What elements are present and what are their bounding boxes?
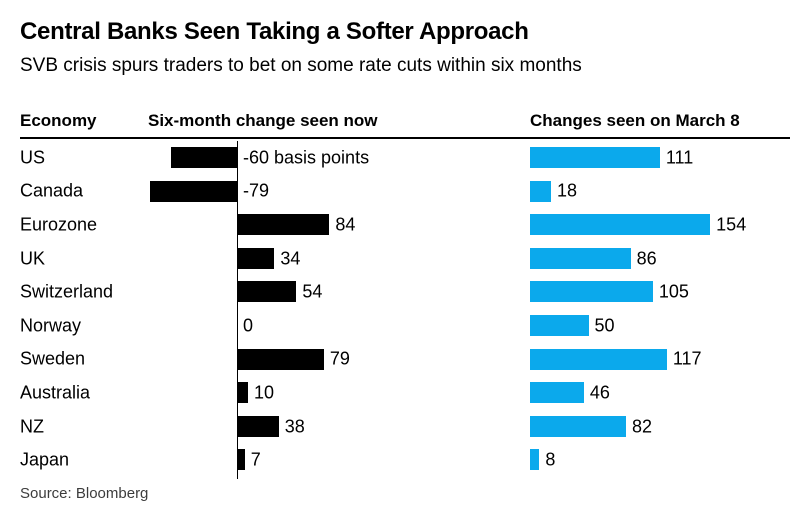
column-header-march-8: Changes seen on March 8 bbox=[530, 111, 740, 130]
bar-march-8-value: 8 bbox=[545, 449, 556, 470]
zero-axis-line bbox=[237, 141, 238, 479]
bar-march-8-value: 154 bbox=[716, 214, 747, 235]
bar-six-month-change-value: 7 bbox=[250, 449, 261, 470]
chart-subtitle: SVB crisis spurs traders to bet on some … bbox=[20, 55, 582, 76]
bar-six-month-change-value: 0 bbox=[243, 315, 254, 336]
economy-label: Norway bbox=[20, 315, 82, 336]
chart-rows: US -60 basis points 111 Canada -79 18 Eurozone… bbox=[0, 141, 810, 477]
bar-six-month-change-value: 38 bbox=[284, 416, 305, 437]
bar-six-month-change bbox=[237, 348, 324, 370]
bar-march-8 bbox=[530, 382, 584, 404]
bar-march-8-value: 82 bbox=[631, 416, 652, 437]
bar-six-month-change-value: -60 basis points bbox=[243, 147, 370, 168]
chart-title: Central Banks Seen Taking a Softer Appro… bbox=[20, 18, 529, 45]
table-row: Sweden 79 117 bbox=[0, 343, 810, 377]
economy-label: US bbox=[20, 147, 46, 168]
economy-label: Canada bbox=[20, 180, 84, 201]
bar-march-8-value: 18 bbox=[557, 180, 578, 201]
source-note: Source: Bloomberg bbox=[20, 485, 149, 502]
table-row: UK 34 86 bbox=[0, 242, 810, 276]
bar-march-8-value: 86 bbox=[636, 248, 657, 269]
bar-march-8 bbox=[530, 415, 626, 437]
table-row: Australia 10 46 bbox=[0, 376, 810, 410]
bar-march-8 bbox=[530, 314, 589, 336]
economy-label: NZ bbox=[20, 416, 44, 437]
bar-march-8 bbox=[530, 214, 711, 236]
bar-six-month-change bbox=[237, 449, 245, 471]
economy-label: Switzerland bbox=[20, 281, 114, 302]
bar-march-8-value: 46 bbox=[589, 382, 610, 403]
bar-six-month-change bbox=[237, 281, 297, 303]
bar-six-month-change-value: -79 bbox=[243, 180, 270, 201]
table-row: Switzerland 54 105 bbox=[0, 275, 810, 309]
table-row: Eurozone 84 154 bbox=[0, 208, 810, 242]
bar-march-8 bbox=[530, 247, 631, 269]
table-row: Norway 0 50 bbox=[0, 309, 810, 343]
bar-six-month-change bbox=[237, 247, 275, 269]
bar-march-8-value: 50 bbox=[594, 315, 615, 336]
bar-march-8 bbox=[530, 147, 660, 168]
economy-label: Sweden bbox=[20, 348, 86, 369]
bar-march-8 bbox=[530, 281, 653, 303]
bar-six-month-change-value: 54 bbox=[302, 281, 323, 302]
economy-label: Australia bbox=[20, 382, 91, 403]
bar-march-8 bbox=[530, 180, 552, 202]
bar-march-8-value: 111 bbox=[665, 147, 694, 168]
bar-six-month-change bbox=[237, 382, 248, 404]
table-row: NZ 38 82 bbox=[0, 410, 810, 444]
bar-march-8 bbox=[530, 348, 667, 370]
bar-six-month-change bbox=[150, 180, 237, 202]
bar-march-8-value: 117 bbox=[672, 348, 702, 369]
bar-march-8-value: 105 bbox=[658, 281, 689, 302]
column-header-six-month-change: Six-month change seen now bbox=[148, 111, 378, 130]
bar-six-month-change bbox=[237, 415, 279, 437]
table-row: US -60 basis points 111 bbox=[0, 141, 810, 175]
economy-label: UK bbox=[20, 248, 46, 269]
economy-label: Eurozone bbox=[20, 214, 98, 235]
bar-six-month-change-value: 79 bbox=[329, 348, 350, 369]
bar-six-month-change-value: 10 bbox=[254, 382, 275, 403]
bar-six-month-change-value: 34 bbox=[280, 248, 301, 269]
table-row: Japan 7 8 bbox=[0, 443, 810, 477]
bar-six-month-change bbox=[237, 214, 330, 236]
header-rule bbox=[20, 137, 790, 139]
bar-march-8 bbox=[530, 449, 540, 471]
economy-label: Japan bbox=[20, 449, 70, 470]
column-header-economy: Economy bbox=[20, 111, 97, 130]
bar-six-month-change bbox=[171, 147, 237, 168]
table-row: Canada -79 18 bbox=[0, 175, 810, 209]
bar-six-month-change-value: 84 bbox=[335, 214, 356, 235]
